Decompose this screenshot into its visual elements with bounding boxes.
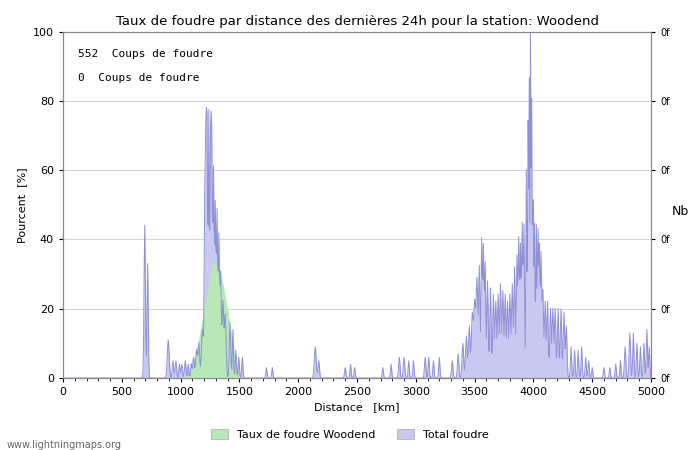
Legend: Taux de foudre Woodend, Total foudre: Taux de foudre Woodend, Total foudre <box>211 429 489 440</box>
Y-axis label: Nb: Nb <box>672 205 690 218</box>
Text: 552  Coups de foudre: 552 Coups de foudre <box>78 49 213 59</box>
Text: www.lightningmaps.org: www.lightningmaps.org <box>7 440 122 450</box>
Y-axis label: Pourcent  [%]: Pourcent [%] <box>18 167 27 243</box>
Text: 0  Coups de foudre: 0 Coups de foudre <box>78 73 200 83</box>
X-axis label: Distance   [km]: Distance [km] <box>314 403 400 413</box>
Title: Taux de foudre par distance des dernières 24h pour la station: Woodend: Taux de foudre par distance des dernière… <box>116 14 598 27</box>
